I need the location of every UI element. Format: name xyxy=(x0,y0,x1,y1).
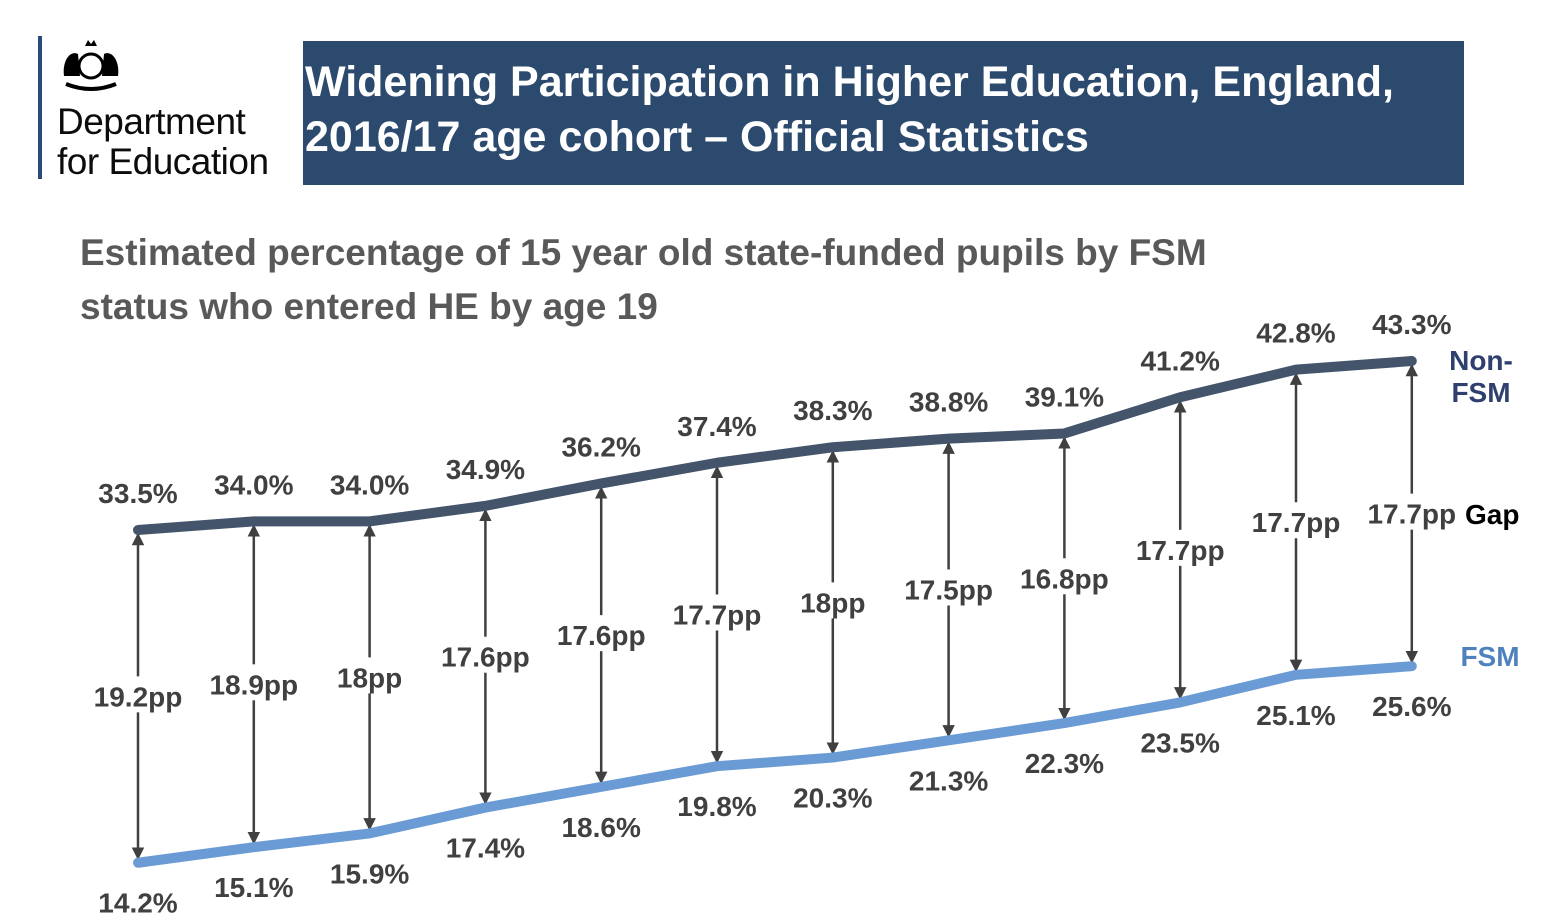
non-fsm-value-label: 42.8% xyxy=(1256,318,1335,349)
gap-label-bg xyxy=(786,582,879,619)
fsm-value-label: 17.4% xyxy=(446,833,525,864)
non-fsm-value-label: 39.1% xyxy=(1025,381,1104,412)
non-fsm-value-label: 43.3% xyxy=(1372,309,1451,340)
gap-label: 17.6pp xyxy=(441,642,530,673)
fsm-value-label: 19.8% xyxy=(677,791,756,822)
non-fsm-value-label: 36.2% xyxy=(561,431,640,462)
gap-label-bg xyxy=(1250,502,1342,539)
logo-line-1: Department xyxy=(57,101,246,142)
fsm-value-label: 15.1% xyxy=(214,872,293,903)
gap-series-label: Gap xyxy=(1465,499,1519,530)
non-fsm-value-label: 37.4% xyxy=(677,411,756,442)
banner-line-2: 2016/17 age cohort – Official Statistics xyxy=(305,113,1089,161)
fsm-value-label: 25.1% xyxy=(1256,700,1335,731)
gap-label: 18pp xyxy=(800,587,865,618)
non-fsm-value-label: 33.5% xyxy=(98,478,177,509)
non-fsm-series-label-line1: Non- xyxy=(1449,345,1513,376)
fsm-line xyxy=(133,661,1417,868)
fsm-value-label: 14.2% xyxy=(98,888,177,919)
gap-label-bg xyxy=(902,569,995,606)
gap-label: 19.2pp xyxy=(94,681,183,712)
gap-label-bg xyxy=(1134,529,1227,566)
gap-label-bg xyxy=(555,615,648,652)
non-fsm-series-label-line2: FSM xyxy=(1451,377,1510,408)
logo-line-2: for Education xyxy=(57,141,269,182)
non-fsm-value-label: 34.0% xyxy=(214,469,293,500)
non-fsm-line xyxy=(133,356,1417,535)
gap-label-bg xyxy=(1018,558,1111,595)
gap-label-bg xyxy=(92,676,184,713)
banner-line-1: Widening Participation in Higher Educati… xyxy=(305,58,1394,106)
non-fsm-value-label: 38.3% xyxy=(793,395,872,426)
fsm-value-label: 20.3% xyxy=(793,783,872,814)
title-banner: Widening Participation in Higher Educati… xyxy=(303,41,1464,185)
gap-label-bg xyxy=(207,664,300,701)
department-logo-text: Department for Education xyxy=(57,102,269,182)
non-fsm-value-label: 34.0% xyxy=(330,469,409,500)
fsm-value-label: 23.5% xyxy=(1140,727,1219,758)
gap-label: 17.5pp xyxy=(904,574,993,605)
fsm-value-label: 22.3% xyxy=(1025,748,1104,779)
gap-label: 18.9pp xyxy=(209,669,298,700)
non-fsm-value-label: 41.2% xyxy=(1140,345,1219,376)
gap-label-bg xyxy=(323,657,416,694)
fsm-value-label: 21.3% xyxy=(909,765,988,796)
royal-crest-icon xyxy=(63,40,119,91)
chart-title: Estimated percentage of 15 year old stat… xyxy=(80,232,1207,327)
fsm-series-label: FSM xyxy=(1460,641,1519,672)
gap-label: 17.7pp xyxy=(1136,535,1225,566)
gap-label-bg xyxy=(439,636,532,673)
gap-label-bg xyxy=(1365,493,1458,530)
gap-label: 17.7pp xyxy=(673,599,762,630)
fsm-value-label: 18.6% xyxy=(561,812,640,843)
gap-label: 17.7pp xyxy=(1252,507,1341,538)
gap-label: 18pp xyxy=(337,662,402,693)
non-fsm-value-label: 34.9% xyxy=(446,454,525,485)
non-fsm-value-label: 38.8% xyxy=(909,387,988,418)
fsm-value-label: 25.6% xyxy=(1372,691,1451,722)
gap-label-bg xyxy=(671,594,763,631)
gap-label: 16.8pp xyxy=(1020,563,1109,594)
fsm-value-label: 15.9% xyxy=(330,858,409,889)
gap-label: 17.7pp xyxy=(1367,499,1456,530)
logo-accent-bar xyxy=(38,36,42,179)
gap-label: 17.6pp xyxy=(557,620,646,651)
